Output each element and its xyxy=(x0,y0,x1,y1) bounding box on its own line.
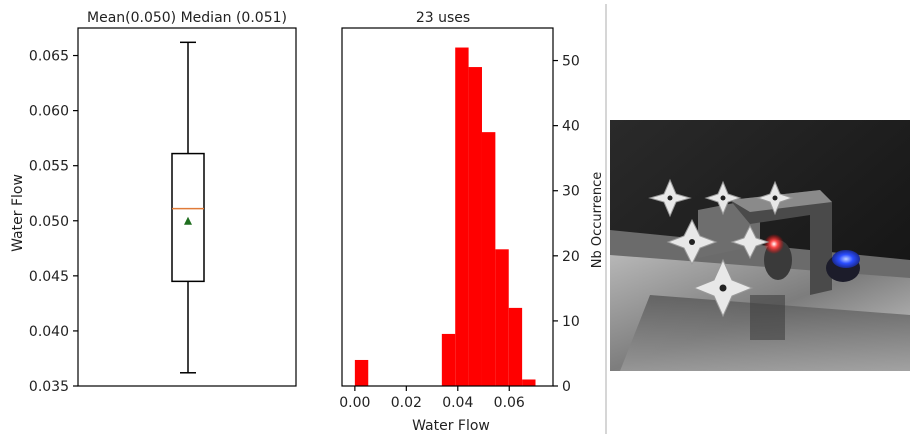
shuriken-hole xyxy=(772,195,778,201)
histogram-y-tick-label: 10 xyxy=(562,314,580,330)
shuriken-hole xyxy=(720,195,726,201)
histogram-bar xyxy=(495,249,509,386)
shuriken-icon xyxy=(730,224,770,260)
boxplot-mean-marker xyxy=(184,216,192,225)
histogram-bar xyxy=(481,132,496,386)
histogram-x-tick-label: 0.04 xyxy=(442,395,473,411)
histogram-bar xyxy=(468,67,482,387)
boxplot-panel: Mean(0.050) Median (0.051) Water Flow 0.… xyxy=(10,10,297,395)
histogram-panel: 23 uses Water Flow Nb Occurrence 0.00 0.0… xyxy=(339,10,605,434)
blue-button xyxy=(832,250,860,268)
boxplot-marks xyxy=(171,41,205,374)
boxplot-y-tick-label: 0.045 xyxy=(29,269,69,285)
boxplot-y-tick-label: 0.040 xyxy=(29,324,69,340)
boxplot-box xyxy=(171,152,205,283)
histogram-y-tick-label: 0 xyxy=(562,379,571,395)
histogram-bar xyxy=(522,379,536,386)
histogram-x-tick-label: 0.02 xyxy=(391,395,422,411)
histogram-bars xyxy=(354,47,536,387)
shuriken-hole xyxy=(689,239,695,245)
histogram-y-axis-label: Nb Occurrence xyxy=(590,172,605,268)
boxplot-y-tick-label: 0.055 xyxy=(29,159,69,175)
boxplot-title: Mean(0.050) Median (0.051) xyxy=(87,10,287,26)
histogram-y-tick-label: 50 xyxy=(562,54,580,70)
faucet-spout xyxy=(730,190,832,295)
histogram-x-axis-label: Water Flow xyxy=(412,418,490,434)
shuriken-hole xyxy=(719,284,727,292)
boxplot-y-axis-label: Water Flow xyxy=(10,174,26,252)
boxplot-y-tick-label: 0.035 xyxy=(29,379,69,395)
histogram-bar xyxy=(508,307,523,386)
histogram-x-ticks: 0.00 0.02 0.04 0.06 xyxy=(339,386,525,411)
histogram-x-tick-label: 0.00 xyxy=(339,395,370,411)
histogram-x-tick-label: 0.06 xyxy=(494,395,525,411)
shadow xyxy=(750,295,785,340)
histogram-y-tick-label: 40 xyxy=(562,119,580,135)
boxplot-y-ticks: 0.035 0.040 0.045 0.050 0.055 0.060 0.065 xyxy=(29,49,78,395)
boxplot-y-tick-label: 0.050 xyxy=(29,214,69,230)
histogram-bar xyxy=(441,333,456,386)
histogram-title: 23 uses xyxy=(416,10,470,26)
histogram-y-tick-label: 30 xyxy=(562,184,580,200)
histogram-bar xyxy=(354,359,369,386)
boxplot-frame xyxy=(77,27,297,387)
histogram-bar xyxy=(455,47,469,386)
shuriken-hole xyxy=(667,195,673,201)
histogram-y-tick-label: 20 xyxy=(562,249,580,265)
red-light xyxy=(764,234,784,254)
vr-faucet-photo xyxy=(610,120,910,371)
histogram-frame xyxy=(341,27,554,387)
boxplot-y-tick-label: 0.060 xyxy=(29,104,69,120)
histogram-y-ticks: 0 10 20 30 40 50 xyxy=(553,54,580,395)
boxplot-y-tick-label: 0.065 xyxy=(29,49,69,65)
